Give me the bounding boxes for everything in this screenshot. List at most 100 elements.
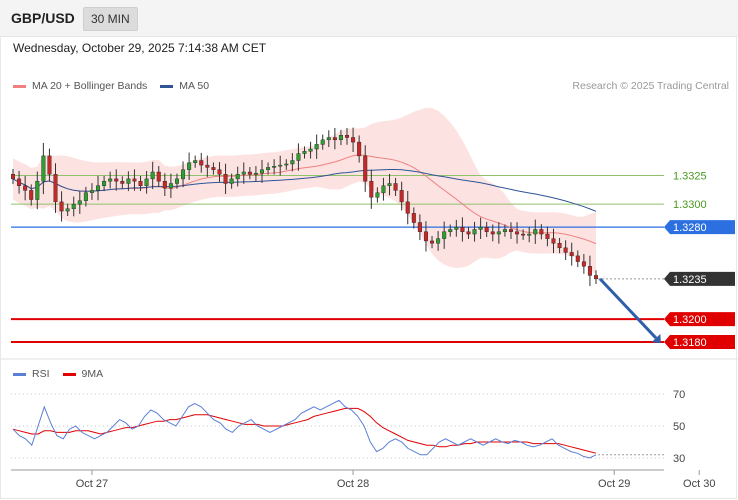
candle-body <box>47 155 52 175</box>
candle-body <box>508 229 513 232</box>
candle-body <box>259 169 264 174</box>
candle-body <box>551 238 556 244</box>
candle-body <box>345 135 350 138</box>
candle-body <box>314 144 319 150</box>
rsi-line <box>12 399 597 459</box>
candle-body <box>436 238 441 244</box>
candle-body <box>205 164 210 168</box>
level-1-3180-label: 1.3180 <box>673 337 707 349</box>
candle-body <box>89 190 94 193</box>
level-1-3280-label: 1.3280 <box>673 222 707 234</box>
candle-body <box>296 153 301 161</box>
bollinger-band <box>13 108 596 275</box>
candle-body <box>120 180 125 184</box>
candle-body <box>53 174 58 203</box>
candle-body <box>411 213 416 223</box>
legend-label-rsi: RSI <box>32 368 50 380</box>
price-legend: MA 20 + Bollinger Bands MA 50 <box>13 80 222 92</box>
candles <box>10 127 599 286</box>
level-1-3200-tag <box>664 312 735 327</box>
chart-datetime: Wednesday, October 29, 2025 7:14:38 AM C… <box>13 41 267 55</box>
rsi-swatch <box>13 372 26 376</box>
time-label-oct-30: Oct 30 <box>683 478 715 490</box>
time-label-oct-29: Oct 29 <box>598 478 630 490</box>
candle-body <box>71 203 76 209</box>
candle-body <box>320 139 325 145</box>
candle-body <box>502 229 507 232</box>
candle-body <box>96 185 101 191</box>
candle-body <box>241 171 246 175</box>
candle-body <box>533 229 538 235</box>
candle-body <box>381 185 386 193</box>
candle-body <box>217 169 222 175</box>
candle-body <box>23 185 28 191</box>
candle-body <box>193 160 198 163</box>
candle-body <box>521 233 526 236</box>
legend-item-9ma: 9MA <box>62 368 104 380</box>
candle-body <box>253 172 258 175</box>
ma9-swatch <box>62 372 76 376</box>
candle-body <box>569 252 574 257</box>
candle-body <box>430 240 435 244</box>
candle-body <box>423 231 428 242</box>
candle-body <box>539 229 544 235</box>
candle-body <box>484 226 489 232</box>
candle-body <box>448 229 453 232</box>
candle-body <box>375 192 380 198</box>
time-label-oct-27: Oct 27 <box>76 478 108 490</box>
candle-body <box>211 167 216 170</box>
research-credit: Research © 2025 Trading Central <box>572 80 729 92</box>
candle-body <box>247 171 252 175</box>
candle-body <box>472 229 477 235</box>
candle-body <box>65 208 70 212</box>
candle-body <box>29 190 34 200</box>
ma50-swatch <box>160 84 174 88</box>
candle-body <box>223 174 228 184</box>
ma20-swatch <box>13 84 26 88</box>
level-1-3235-label: 1.3235 <box>673 274 707 286</box>
candle-body <box>266 167 271 170</box>
rsi-tick-30: 30 <box>673 453 685 465</box>
candle-body <box>575 255 580 262</box>
candle-body <box>490 231 495 235</box>
candle-body <box>83 192 88 201</box>
candle-body <box>181 169 186 180</box>
candle-body <box>284 163 289 166</box>
candle-body <box>10 174 15 180</box>
candle-body <box>272 166 277 168</box>
time-label-oct-28: Oct 28 <box>337 478 369 490</box>
candle-body <box>235 174 240 180</box>
candle-body <box>108 178 113 182</box>
level-1-3300-label: 1.3300 <box>673 199 707 211</box>
symbol-title: GBP/USD <box>11 10 75 26</box>
candle-body <box>187 162 192 170</box>
candle-body <box>363 155 368 182</box>
rsi-tick-50: 50 <box>673 421 685 433</box>
candle-body <box>581 261 586 267</box>
candle-body <box>144 178 149 186</box>
candle-body <box>527 233 532 236</box>
rsi-9ma-line <box>12 407 597 454</box>
level-1-3325-label: 1.3325 <box>673 170 707 182</box>
ma50-line <box>12 169 597 212</box>
forecast-arrow-shaft <box>598 277 658 340</box>
candle-body <box>369 180 374 198</box>
legend-label-9ma: 9MA <box>81 368 104 380</box>
candle-body <box>35 180 40 200</box>
level-1-3280-tag <box>664 220 735 235</box>
candle-body <box>466 231 471 235</box>
forecast-arrow-head <box>651 333 661 344</box>
legend-item-rsi: RSI <box>13 368 50 380</box>
candle-body <box>515 231 520 235</box>
level-1-3235-tag <box>664 271 735 286</box>
candle-body <box>405 201 410 214</box>
candle-body <box>557 243 562 249</box>
timeframe-button[interactable]: 30 MIN <box>83 7 138 31</box>
candle-body <box>594 275 599 280</box>
candle-body <box>150 171 155 180</box>
candle-body <box>478 226 483 230</box>
candle-body <box>332 137 337 141</box>
candle-body <box>417 222 422 232</box>
candle-body <box>399 190 404 203</box>
